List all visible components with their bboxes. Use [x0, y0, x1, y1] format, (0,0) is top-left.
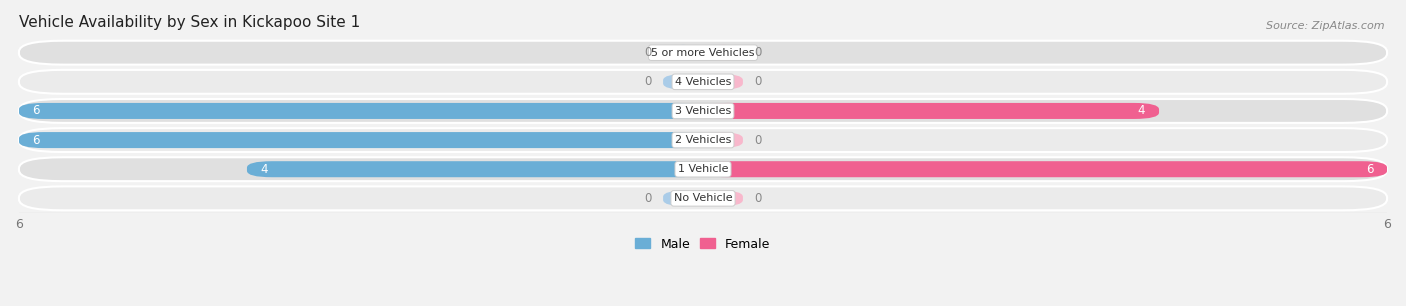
Text: 6: 6 — [32, 134, 41, 147]
Text: 0: 0 — [644, 46, 652, 59]
Text: 3 Vehicles: 3 Vehicles — [675, 106, 731, 116]
Text: 0: 0 — [644, 192, 652, 205]
Text: No Vehicle: No Vehicle — [673, 193, 733, 203]
Text: 0: 0 — [754, 134, 762, 147]
FancyBboxPatch shape — [18, 41, 1388, 65]
FancyBboxPatch shape — [18, 157, 1388, 181]
FancyBboxPatch shape — [18, 128, 1388, 152]
FancyBboxPatch shape — [247, 161, 703, 177]
Text: 4: 4 — [1137, 104, 1146, 118]
FancyBboxPatch shape — [703, 74, 742, 90]
Text: 4: 4 — [260, 163, 269, 176]
FancyBboxPatch shape — [703, 161, 1388, 177]
FancyBboxPatch shape — [664, 190, 703, 206]
FancyBboxPatch shape — [18, 99, 1388, 123]
Text: 4 Vehicles: 4 Vehicles — [675, 77, 731, 87]
Text: 2 Vehicles: 2 Vehicles — [675, 135, 731, 145]
FancyBboxPatch shape — [703, 103, 1159, 119]
Text: 0: 0 — [754, 75, 762, 88]
Text: Vehicle Availability by Sex in Kickapoo Site 1: Vehicle Availability by Sex in Kickapoo … — [18, 15, 360, 30]
FancyBboxPatch shape — [18, 132, 703, 148]
FancyBboxPatch shape — [703, 45, 742, 61]
Text: 6: 6 — [1365, 163, 1374, 176]
Text: 1 Vehicle: 1 Vehicle — [678, 164, 728, 174]
Text: 0: 0 — [754, 192, 762, 205]
FancyBboxPatch shape — [664, 45, 703, 61]
FancyBboxPatch shape — [18, 103, 703, 119]
Text: 0: 0 — [644, 75, 652, 88]
Text: 5 or more Vehicles: 5 or more Vehicles — [651, 48, 755, 58]
FancyBboxPatch shape — [18, 186, 1388, 210]
FancyBboxPatch shape — [18, 70, 1388, 94]
FancyBboxPatch shape — [703, 190, 742, 206]
FancyBboxPatch shape — [664, 74, 703, 90]
Text: 6: 6 — [32, 104, 41, 118]
Text: Source: ZipAtlas.com: Source: ZipAtlas.com — [1267, 21, 1385, 32]
FancyBboxPatch shape — [703, 132, 742, 148]
Text: 0: 0 — [754, 46, 762, 59]
Legend: Male, Female: Male, Female — [630, 233, 776, 256]
